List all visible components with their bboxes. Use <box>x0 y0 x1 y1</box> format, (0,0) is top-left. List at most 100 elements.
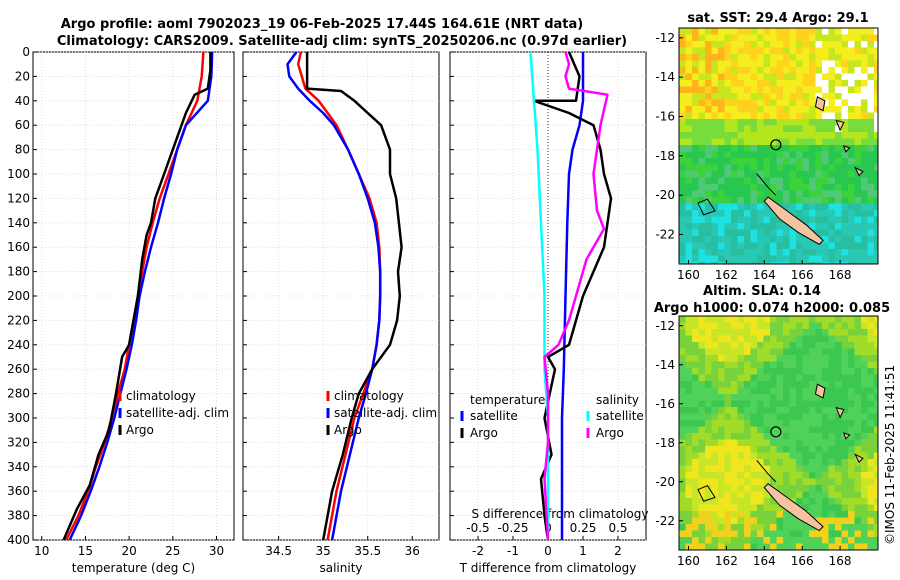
y-tick-label: 200 <box>7 289 30 303</box>
argo-position-marker <box>770 426 782 438</box>
figure-title-line1: Argo profile: aoml 7902023_19 06-Feb-202… <box>61 17 583 32</box>
x-tick-label: 1 <box>579 544 587 558</box>
temperature-xlabel: temperature (deg C) <box>72 561 195 575</box>
y-tick-label: 380 <box>7 509 30 523</box>
y-tick-label: 400 <box>7 533 30 547</box>
map-y-tick-label: -20 <box>655 188 675 202</box>
y-tick-label: 260 <box>7 362 30 376</box>
y-tick-label: 100 <box>7 167 30 181</box>
x-tick-label: 15 <box>78 544 93 558</box>
map-x-tick-label: 166 <box>791 554 814 568</box>
map-y-tick-label: -16 <box>655 397 675 411</box>
x-tick-label: -2 <box>472 544 484 558</box>
map-y-tick-label: -16 <box>655 110 675 124</box>
series-line-temperature-satellite <box>560 52 585 540</box>
legend-title-salinity: salinity <box>596 393 639 407</box>
y-tick-label: 240 <box>7 338 30 352</box>
map-y-tick-label: -20 <box>655 475 675 489</box>
legend-label: Argo <box>334 423 362 437</box>
x-tick-label: 35.5 <box>354 544 381 558</box>
x-tick-label: 30 <box>209 544 224 558</box>
reef-outline <box>697 485 716 502</box>
map-y-tick-label: -12 <box>655 319 675 333</box>
legend-label: satellite <box>470 409 518 423</box>
y-tick-label: 20 <box>15 69 30 83</box>
sla-map-title: Altim. SLA: 0.14 <box>703 284 821 299</box>
sla-map-subtitle: Argo h1000: 0.074 h2000: 0.085 <box>654 301 890 316</box>
map-y-tick-label: -18 <box>655 436 675 450</box>
map-y-tick-label: -22 <box>655 514 675 528</box>
reef-outline <box>756 173 777 196</box>
reef-outline <box>697 198 716 216</box>
island-new-caledonia <box>763 196 824 245</box>
x-tick-label: -1 <box>507 544 519 558</box>
salinity-xlabel: salinity <box>319 561 362 575</box>
island-vanuatu <box>854 453 864 464</box>
legend-label: climatology <box>334 389 404 403</box>
s-tick-label: -0.25 <box>497 521 528 535</box>
y-tick-label: 280 <box>7 387 30 401</box>
map-x-tick-label: 160 <box>677 268 700 282</box>
differences-xlabel: T difference from climatology <box>459 561 637 575</box>
legend-label: climatology <box>126 389 196 403</box>
map-x-tick-label: 164 <box>753 554 776 568</box>
temperature-panel: 0 20 40 60 80 100 120 140 160 180 200 220 240 260 280 3… <box>7 45 235 575</box>
sst-map-title: sat. SST: 29.4 Argo: 29.1 <box>687 11 868 26</box>
x-tick-label: 10 <box>34 544 49 558</box>
figure-title-line2: Climatology: CARS2009. Satellite-adj cli… <box>57 34 627 49</box>
map-x-tick-label: 166 <box>791 268 814 282</box>
island-vanuatu <box>843 432 851 440</box>
x-tick-label: 35 <box>316 544 331 558</box>
salinity-panel: 34.5 35 35.5 36 salinity climatology satellite… <box>242 51 440 575</box>
y-tick-label: 140 <box>7 216 30 230</box>
map-y-tick-label: -12 <box>655 31 675 45</box>
s-diff-xlabel: S difference from climatology <box>472 507 649 521</box>
island-new-caledonia <box>763 483 824 532</box>
argo-position-marker <box>770 139 782 151</box>
reef-outline <box>756 459 777 483</box>
legend-label: Argo <box>596 426 624 440</box>
map-x-tick-label: 160 <box>677 554 700 568</box>
s-tick-label: 0.5 <box>608 521 627 535</box>
y-tick-label: 360 <box>7 484 30 498</box>
y-tick-label: 180 <box>7 265 30 279</box>
map-x-tick-label: 168 <box>829 554 852 568</box>
x-tick-label: 0 <box>544 544 552 558</box>
series-line-argo <box>62 52 212 540</box>
y-tick-label: 40 <box>15 94 30 108</box>
x-tick-label: 36 <box>405 544 420 558</box>
y-tick-label: 80 <box>15 143 30 157</box>
island-vanuatu <box>814 96 826 112</box>
sla-map: Altim. SLA: 0.14 Argo h1000: 0.074 h2000… <box>654 284 890 568</box>
x-tick-label: 25 <box>165 544 180 558</box>
differences-panel: -2 -1 0 1 2 T difference from climatology -0.5… <box>449 51 649 575</box>
y-tick-label: 300 <box>7 411 30 425</box>
map-x-tick-label: 164 <box>753 268 776 282</box>
map-y-tick-label: -18 <box>655 149 675 163</box>
salinity-axes-box <box>242 51 440 541</box>
island-vanuatu <box>843 145 851 153</box>
x-tick-label: 2 <box>614 544 622 558</box>
island-vanuatu <box>835 406 845 419</box>
s-tick-label: -0.5 <box>466 521 489 535</box>
sst-map: sat. SST: 29.4 Argo: 29.1 160 162 164 166 16… <box>655 11 879 282</box>
copyright-label: ©IMOS 11-Feb-2025 11:41:51 <box>883 365 897 545</box>
y-tick-label: 60 <box>15 118 30 132</box>
x-tick-label: 20 <box>121 544 136 558</box>
y-tick-label: 320 <box>7 435 30 449</box>
y-tick-label: 220 <box>7 313 30 327</box>
series-line-salinity-argo <box>543 52 609 540</box>
legend-label: Argo <box>126 423 154 437</box>
legend-label: satellite-adj. clim <box>126 406 229 420</box>
series-line-argo <box>305 52 403 540</box>
map-y-tick-label: -14 <box>655 358 675 372</box>
series-line-satellite-adj-clim <box>68 52 214 540</box>
y-tick-label: 0 <box>22 45 30 59</box>
island-vanuatu <box>814 383 826 399</box>
map-x-tick-label: 162 <box>715 554 738 568</box>
island-vanuatu <box>835 119 845 132</box>
legend-label: satellite-adj. clim <box>334 406 437 420</box>
island-vanuatu <box>854 166 864 177</box>
map-y-tick-label: -14 <box>655 70 675 84</box>
